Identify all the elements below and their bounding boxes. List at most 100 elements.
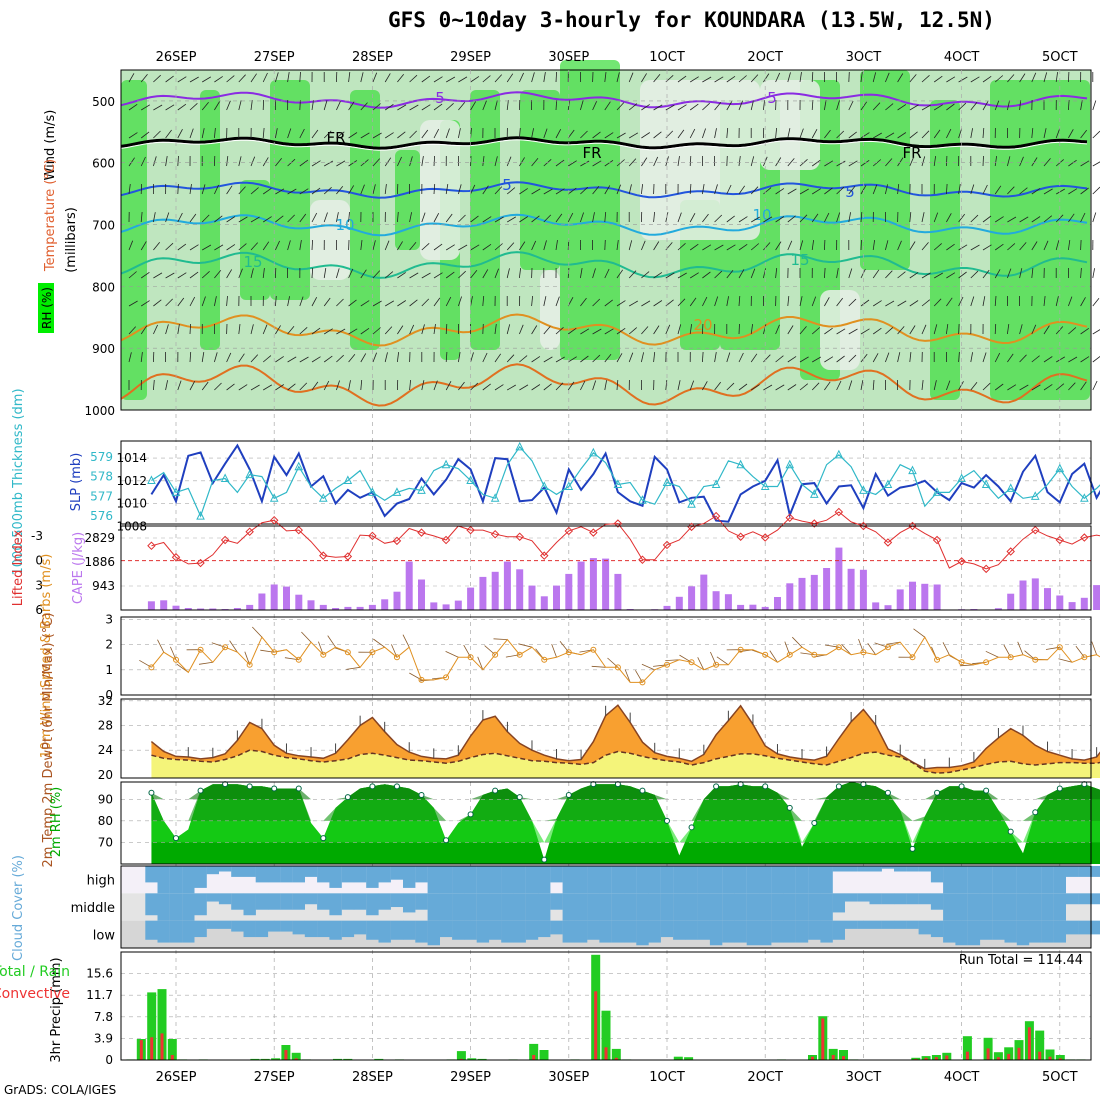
wind-barb xyxy=(726,75,736,83)
wind-barb xyxy=(506,242,515,251)
wind-barb xyxy=(201,214,210,223)
cloud-bar xyxy=(378,893,391,910)
cloud-bar xyxy=(464,893,477,921)
cloud-bar xyxy=(857,920,870,929)
wind-barb xyxy=(811,188,821,195)
wind-barb xyxy=(604,185,611,195)
lifted-marker xyxy=(1031,525,1040,535)
wind-barb xyxy=(1068,71,1070,83)
wind-barb xyxy=(1092,130,1100,139)
cloud-bar xyxy=(452,893,465,921)
wind-barb xyxy=(445,296,452,307)
wind-barb xyxy=(726,352,731,363)
wind-barb xyxy=(946,128,952,139)
wind-barb xyxy=(153,104,163,111)
wind-barb xyxy=(641,240,646,251)
rh2m-marker xyxy=(467,811,474,818)
wind-barb xyxy=(421,380,425,391)
wind-barb xyxy=(214,352,218,363)
wind-barb xyxy=(775,324,780,335)
wind10-barb xyxy=(1091,641,1098,655)
cloud-level-label: high xyxy=(87,874,115,889)
cape-bar xyxy=(418,579,425,610)
cape-bar xyxy=(307,600,315,610)
wind10-barb xyxy=(624,669,631,683)
cloud-bar xyxy=(317,920,330,938)
cloud-bar xyxy=(562,920,575,943)
wind-barb xyxy=(860,353,868,363)
wind-barb xyxy=(140,241,147,251)
wind-barb xyxy=(531,215,540,223)
lifted-marker xyxy=(171,553,181,562)
wind-barb xyxy=(970,296,975,307)
wind10-ylabel: 10m Wind Speed & Barbs (m/s) xyxy=(39,554,54,759)
cloud-bar xyxy=(169,920,183,943)
cape-bar xyxy=(1019,580,1027,610)
freezing-line-inner xyxy=(120,139,1088,151)
wind-barb xyxy=(238,216,248,223)
wind-barb xyxy=(641,352,644,363)
cloud-bar xyxy=(1078,866,1091,877)
wind-barb xyxy=(677,104,687,111)
wind10-marker xyxy=(983,659,990,666)
wind-barb xyxy=(458,352,461,363)
wind-barb xyxy=(336,160,346,167)
wind-barb xyxy=(543,72,546,83)
cloud-bar xyxy=(231,920,244,932)
wind-barb xyxy=(433,128,440,139)
wind10-tick-label: 1 xyxy=(105,663,113,677)
wind-barb xyxy=(860,380,864,391)
wind-barb xyxy=(226,244,236,251)
pressure-tick-label: 700 xyxy=(92,219,115,233)
wind-barb xyxy=(409,156,413,167)
wind-barb xyxy=(531,356,541,363)
wind-barb xyxy=(994,352,1001,363)
precip-convective-bar xyxy=(594,991,598,1060)
wind-barb xyxy=(384,157,392,167)
wind-barb xyxy=(604,132,614,139)
cloud-bar xyxy=(673,893,686,921)
wind-barb xyxy=(824,297,830,307)
thickness-marker xyxy=(908,465,917,475)
precip-legend-total: Total / Rain xyxy=(0,964,70,980)
cloud-bar xyxy=(390,893,404,908)
wind10-barb xyxy=(913,628,926,638)
wind-barb xyxy=(433,243,443,251)
wind-barb xyxy=(689,128,696,139)
wind-barb xyxy=(848,100,854,111)
wind-barb xyxy=(360,300,370,307)
cloud-bar xyxy=(992,866,1005,894)
wind-barb xyxy=(750,243,760,251)
lifted-marker xyxy=(760,533,770,542)
cloud-bar xyxy=(894,920,907,929)
wind-barb xyxy=(287,214,295,223)
wind-barb xyxy=(433,155,435,167)
lifted-marker xyxy=(1055,535,1065,545)
wind-barb xyxy=(1019,187,1028,195)
wind10-marker xyxy=(835,644,842,651)
rh2m-marker xyxy=(148,789,155,796)
cloud-bar xyxy=(427,866,440,894)
wind-barb xyxy=(567,381,575,391)
wind-barb xyxy=(604,239,606,251)
cloud-bar xyxy=(844,920,858,929)
thickness-marker xyxy=(834,449,844,459)
cloud-bar xyxy=(599,893,612,921)
cape-bar xyxy=(884,605,892,610)
lifted-marker xyxy=(196,558,205,568)
wind-barb xyxy=(616,300,626,307)
wind-barb xyxy=(519,324,524,335)
wind-barb xyxy=(787,215,796,223)
precip-convective-bar xyxy=(150,1037,154,1060)
wind-barb xyxy=(738,352,744,363)
wind-barb xyxy=(616,240,619,251)
wind10-marker xyxy=(197,646,204,653)
cloud-bar xyxy=(734,866,747,894)
cloud-bar xyxy=(979,893,993,921)
cloud-bar xyxy=(378,920,391,943)
wind-barb xyxy=(1080,297,1086,307)
precip-convective-bar xyxy=(614,1057,618,1060)
wind-barb xyxy=(140,352,143,363)
wind-barb xyxy=(250,354,259,363)
cloud-bar xyxy=(169,893,183,921)
